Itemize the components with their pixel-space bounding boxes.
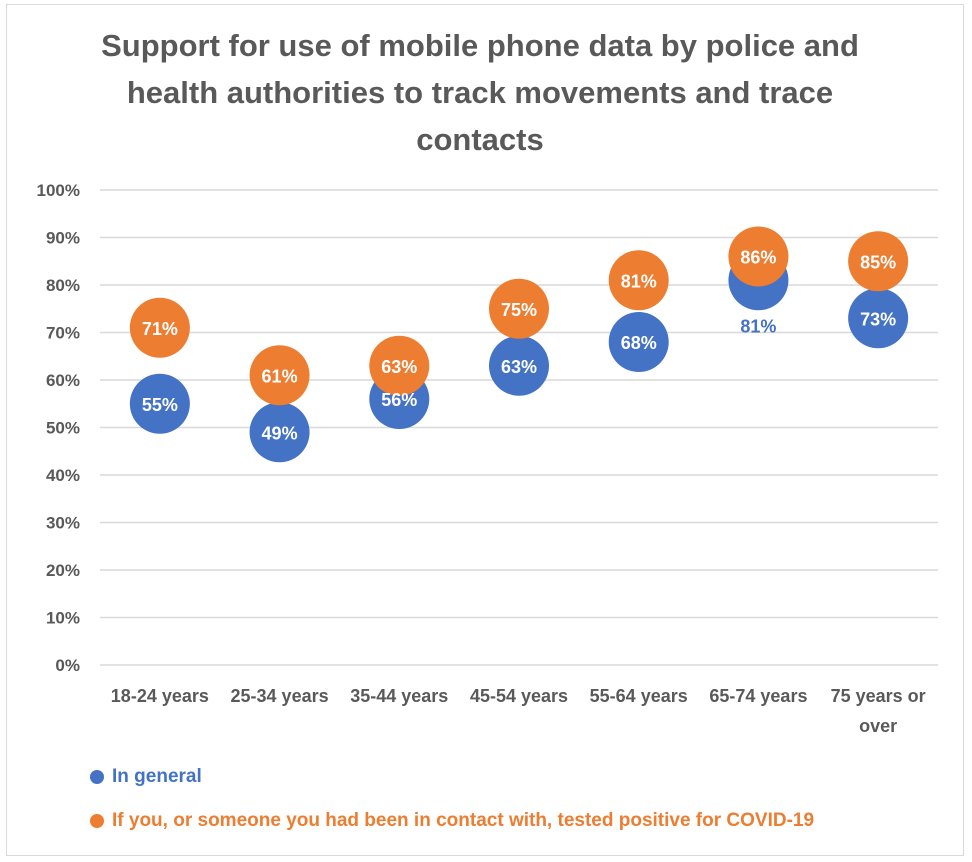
x-tick-label: 35-44 years — [350, 686, 448, 706]
data-point — [728, 226, 789, 287]
data-label: 81% — [740, 316, 776, 336]
y-tick-label: 10% — [46, 609, 80, 628]
x-axis-labels: 18-24 years 25-34 years 35-44 years 45-54 y… — [111, 686, 926, 736]
data-point — [608, 312, 669, 372]
x-tick-label: 18-24 years — [111, 686, 209, 706]
gridlines — [100, 189, 938, 666]
y-tick-label: 60% — [46, 371, 80, 390]
data-label: 68% — [621, 333, 657, 353]
data-label: 63% — [501, 357, 537, 377]
data-point — [848, 231, 909, 292]
data-label: 71% — [142, 319, 178, 339]
y-axis-labels: 0% 10% 20% 30% 40% 50% 60% 70% 80% 90% 100% — [37, 181, 80, 675]
data-point — [369, 335, 430, 396]
data-label: 63% — [381, 357, 417, 377]
y-tick-label: 70% — [46, 324, 80, 343]
data-label: 56% — [381, 390, 417, 410]
y-tick-label: 0% — [55, 656, 80, 675]
y-tick-label: 40% — [46, 466, 80, 485]
data-label: 85% — [860, 252, 896, 272]
data-label: 86% — [740, 248, 776, 268]
x-tick-label: 55-64 years — [590, 686, 688, 706]
data-label: 73% — [860, 309, 896, 329]
y-tick-label: 30% — [46, 514, 80, 533]
y-tick-label: 50% — [46, 419, 80, 438]
data-points: 55% 49% 56% 63% 68% 81% 73% 71% 61% 63% 75% 81% 86% 8… — [129, 226, 909, 463]
x-tick-label: 25-34 years — [231, 686, 329, 706]
legend-marker-in-general — [90, 770, 104, 784]
data-point — [489, 335, 549, 396]
legend-item-tested-positive: If you, or someone you had been in conta… — [90, 810, 814, 832]
data-label: 81% — [621, 271, 657, 291]
data-point — [608, 250, 669, 311]
legend-label-in-general: In general — [112, 766, 202, 787]
x-tick-label: 75 years or over — [831, 686, 926, 736]
y-tick-label: 20% — [46, 561, 80, 580]
legend-marker-tested-positive — [90, 814, 104, 828]
chart-title: Support for use of mobile phone data by … — [101, 28, 859, 157]
y-tick-label: 80% — [46, 276, 80, 295]
data-point — [489, 278, 549, 339]
data-point — [249, 345, 310, 406]
data-point — [249, 402, 310, 463]
y-tick-label: 100% — [37, 181, 80, 200]
data-point — [129, 373, 190, 434]
x-tick-label: 65-74 years — [709, 686, 807, 706]
legend-label-tested-positive: If you, or someone you had been in conta… — [112, 810, 815, 831]
data-point — [129, 297, 190, 358]
data-label: 75% — [501, 300, 537, 320]
y-tick-label: 90% — [46, 229, 80, 248]
data-label: 49% — [262, 423, 298, 443]
data-label: 61% — [262, 366, 298, 386]
data-point — [848, 288, 909, 349]
data-label: 55% — [142, 395, 178, 415]
legend-item-in-general: In general — [90, 766, 202, 788]
x-tick-label: 45-54 years — [470, 686, 568, 706]
